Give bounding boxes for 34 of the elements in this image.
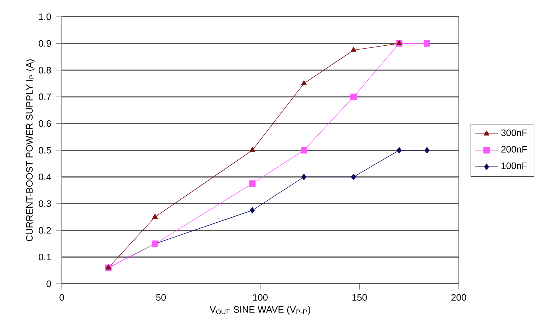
y-tick-label: 0.6	[38, 120, 52, 128]
y-tick-label: 0.1	[38, 254, 52, 261]
point	[424, 40, 430, 47]
legend-label: 100nF	[502, 162, 528, 170]
point	[350, 94, 357, 100]
y-tick-label: 0.2	[38, 227, 52, 234]
x-axis-title: V$_{OUT}$ SINE WAVE (V$_{P-P}$)	[210, 306, 311, 315]
point	[351, 174, 356, 180]
legend-label: 300nF	[501, 130, 528, 136]
point	[350, 47, 357, 52]
y-tick-label: 0.3	[38, 200, 52, 208]
point	[250, 207, 256, 214]
y-axis-title: CURRENT-BOOST POWER SUPPLY I$_{P}$ (A)	[26, 60, 35, 242]
y-tick-label: 0.8	[38, 67, 52, 74]
y-tick-label: 0.7	[38, 94, 52, 100]
x-tick-label: 50	[156, 294, 166, 301]
y-tick-label: 0	[46, 280, 52, 288]
point	[152, 214, 158, 219]
point	[396, 147, 402, 154]
point	[250, 147, 256, 152]
point	[301, 80, 307, 86]
x-tick-label: 150	[352, 294, 368, 301]
x-tick-label: 100	[253, 294, 268, 301]
x-tick-label: 0	[60, 294, 64, 301]
legend-label: 200nF	[502, 146, 528, 153]
y-tick-label: 1.0	[39, 14, 52, 20]
point	[424, 147, 430, 154]
point	[302, 174, 307, 180]
point	[249, 180, 256, 188]
point	[300, 147, 308, 154]
x-tick-label: 200	[452, 294, 466, 301]
y-tick-label: 0.5	[38, 147, 52, 154]
y-tick-label: 0.4	[38, 174, 52, 180]
y-tick-label: 0.9	[38, 40, 52, 47]
